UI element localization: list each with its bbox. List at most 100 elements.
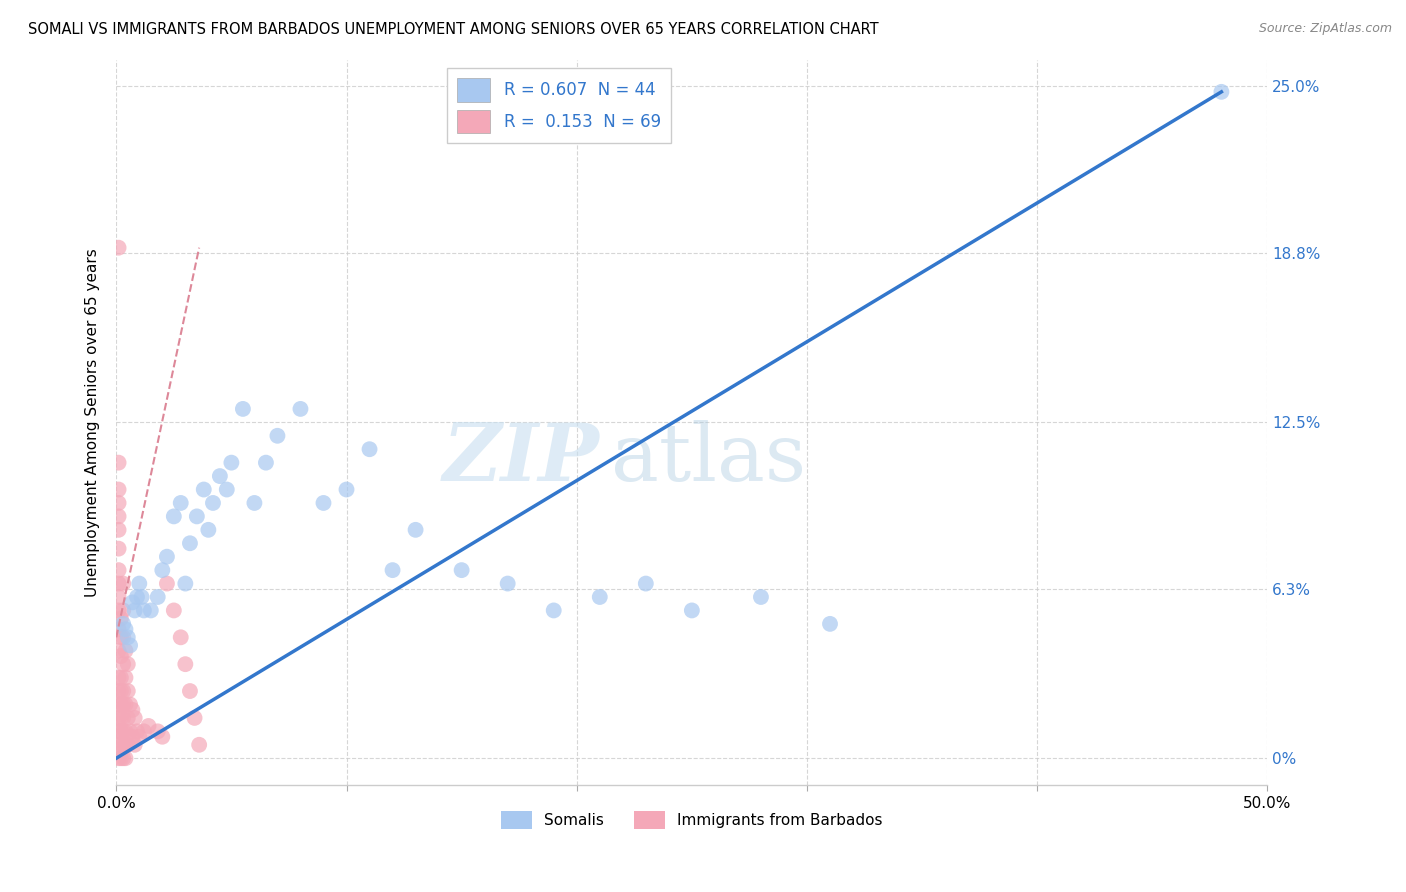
Point xyxy=(681,603,703,617)
Point xyxy=(174,657,197,672)
Point xyxy=(107,622,129,636)
Point xyxy=(110,630,132,644)
Point xyxy=(112,630,135,644)
Point xyxy=(170,496,193,510)
Point xyxy=(124,711,146,725)
Point xyxy=(110,751,132,765)
Point xyxy=(114,622,136,636)
Point xyxy=(290,401,312,416)
Point xyxy=(107,751,129,765)
Point xyxy=(107,684,129,698)
Point xyxy=(114,671,136,685)
Point xyxy=(232,401,254,416)
Point xyxy=(174,576,197,591)
Point xyxy=(163,603,186,617)
Point xyxy=(107,509,129,524)
Point xyxy=(107,698,129,712)
Point xyxy=(156,576,179,591)
Point xyxy=(193,483,215,497)
Point xyxy=(266,429,288,443)
Point xyxy=(110,711,132,725)
Point xyxy=(335,483,357,497)
Point xyxy=(112,698,135,712)
Point xyxy=(107,496,129,510)
Point xyxy=(128,730,150,744)
Point xyxy=(112,684,135,698)
Point xyxy=(818,616,841,631)
Point xyxy=(496,576,519,591)
Point xyxy=(110,738,132,752)
Point xyxy=(124,738,146,752)
Point xyxy=(110,611,132,625)
Point xyxy=(107,241,129,255)
Point xyxy=(117,738,139,752)
Point xyxy=(114,644,136,658)
Point xyxy=(112,724,135,739)
Point xyxy=(121,730,143,744)
Point xyxy=(112,603,135,617)
Text: atlas: atlas xyxy=(612,419,807,498)
Point xyxy=(243,496,266,510)
Point xyxy=(124,603,146,617)
Point xyxy=(117,630,139,644)
Point xyxy=(110,724,132,739)
Point xyxy=(107,576,129,591)
Point xyxy=(749,590,772,604)
Point xyxy=(146,590,169,604)
Point xyxy=(107,483,129,497)
Legend: Somalis, Immigrants from Barbados: Somalis, Immigrants from Barbados xyxy=(495,805,889,836)
Point xyxy=(107,456,129,470)
Point xyxy=(312,496,335,510)
Point xyxy=(117,657,139,672)
Point xyxy=(221,456,243,470)
Point xyxy=(163,509,186,524)
Y-axis label: Unemployment Among Seniors over 65 years: Unemployment Among Seniors over 65 years xyxy=(86,248,100,597)
Point xyxy=(186,509,208,524)
Point xyxy=(114,698,136,712)
Point xyxy=(188,738,211,752)
Point xyxy=(150,563,173,577)
Point xyxy=(110,649,132,664)
Point xyxy=(114,751,136,765)
Point xyxy=(107,738,129,752)
Point xyxy=(208,469,231,483)
Point xyxy=(138,719,160,733)
Point xyxy=(146,724,169,739)
Point xyxy=(112,738,135,752)
Point xyxy=(125,724,148,739)
Point xyxy=(107,563,129,577)
Point xyxy=(201,496,224,510)
Point xyxy=(156,549,179,564)
Point xyxy=(589,590,612,604)
Point xyxy=(197,523,219,537)
Point xyxy=(112,576,135,591)
Point xyxy=(183,711,205,725)
Point xyxy=(254,456,277,470)
Point xyxy=(405,523,427,537)
Point xyxy=(112,711,135,725)
Point xyxy=(107,523,129,537)
Point xyxy=(110,671,132,685)
Point xyxy=(128,576,150,591)
Point xyxy=(179,684,201,698)
Point xyxy=(170,630,193,644)
Text: SOMALI VS IMMIGRANTS FROM BARBADOS UNEMPLOYMENT AMONG SENIORS OVER 65 YEARS CORR: SOMALI VS IMMIGRANTS FROM BARBADOS UNEMP… xyxy=(28,22,879,37)
Point xyxy=(150,730,173,744)
Point xyxy=(107,603,129,617)
Point xyxy=(107,541,129,556)
Point xyxy=(107,711,129,725)
Point xyxy=(139,603,162,617)
Point xyxy=(179,536,201,550)
Point xyxy=(132,724,155,739)
Point xyxy=(450,563,472,577)
Point xyxy=(114,724,136,739)
Point xyxy=(132,603,155,617)
Point xyxy=(215,483,238,497)
Point xyxy=(131,590,153,604)
Text: ZIP: ZIP xyxy=(443,420,600,498)
Point xyxy=(112,657,135,672)
Point xyxy=(107,644,129,658)
Point xyxy=(107,671,129,685)
Point xyxy=(359,442,381,457)
Point xyxy=(114,738,136,752)
